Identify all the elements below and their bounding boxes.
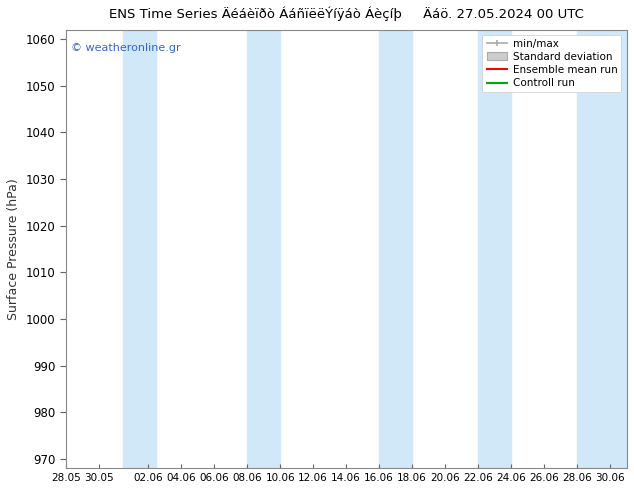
Bar <box>577 29 626 468</box>
Text: © weatheronline.gr: © weatheronline.gr <box>71 43 181 53</box>
Bar <box>247 29 280 468</box>
Bar <box>478 29 511 468</box>
Bar <box>379 29 412 468</box>
Title: ENS Time Series Äéáèïðò ÁáñïëëÝíÿáò Áèçíþ     Äáö. 27.05.2024 00 UTC: ENS Time Series Äéáèïðò ÁáñïëëÝíÿáò Áèçí… <box>109 7 584 22</box>
Y-axis label: Surface Pressure (hPa): Surface Pressure (hPa) <box>7 178 20 320</box>
Legend: min/max, Standard deviation, Ensemble mean run, Controll run: min/max, Standard deviation, Ensemble me… <box>482 35 621 93</box>
Bar <box>124 29 157 468</box>
